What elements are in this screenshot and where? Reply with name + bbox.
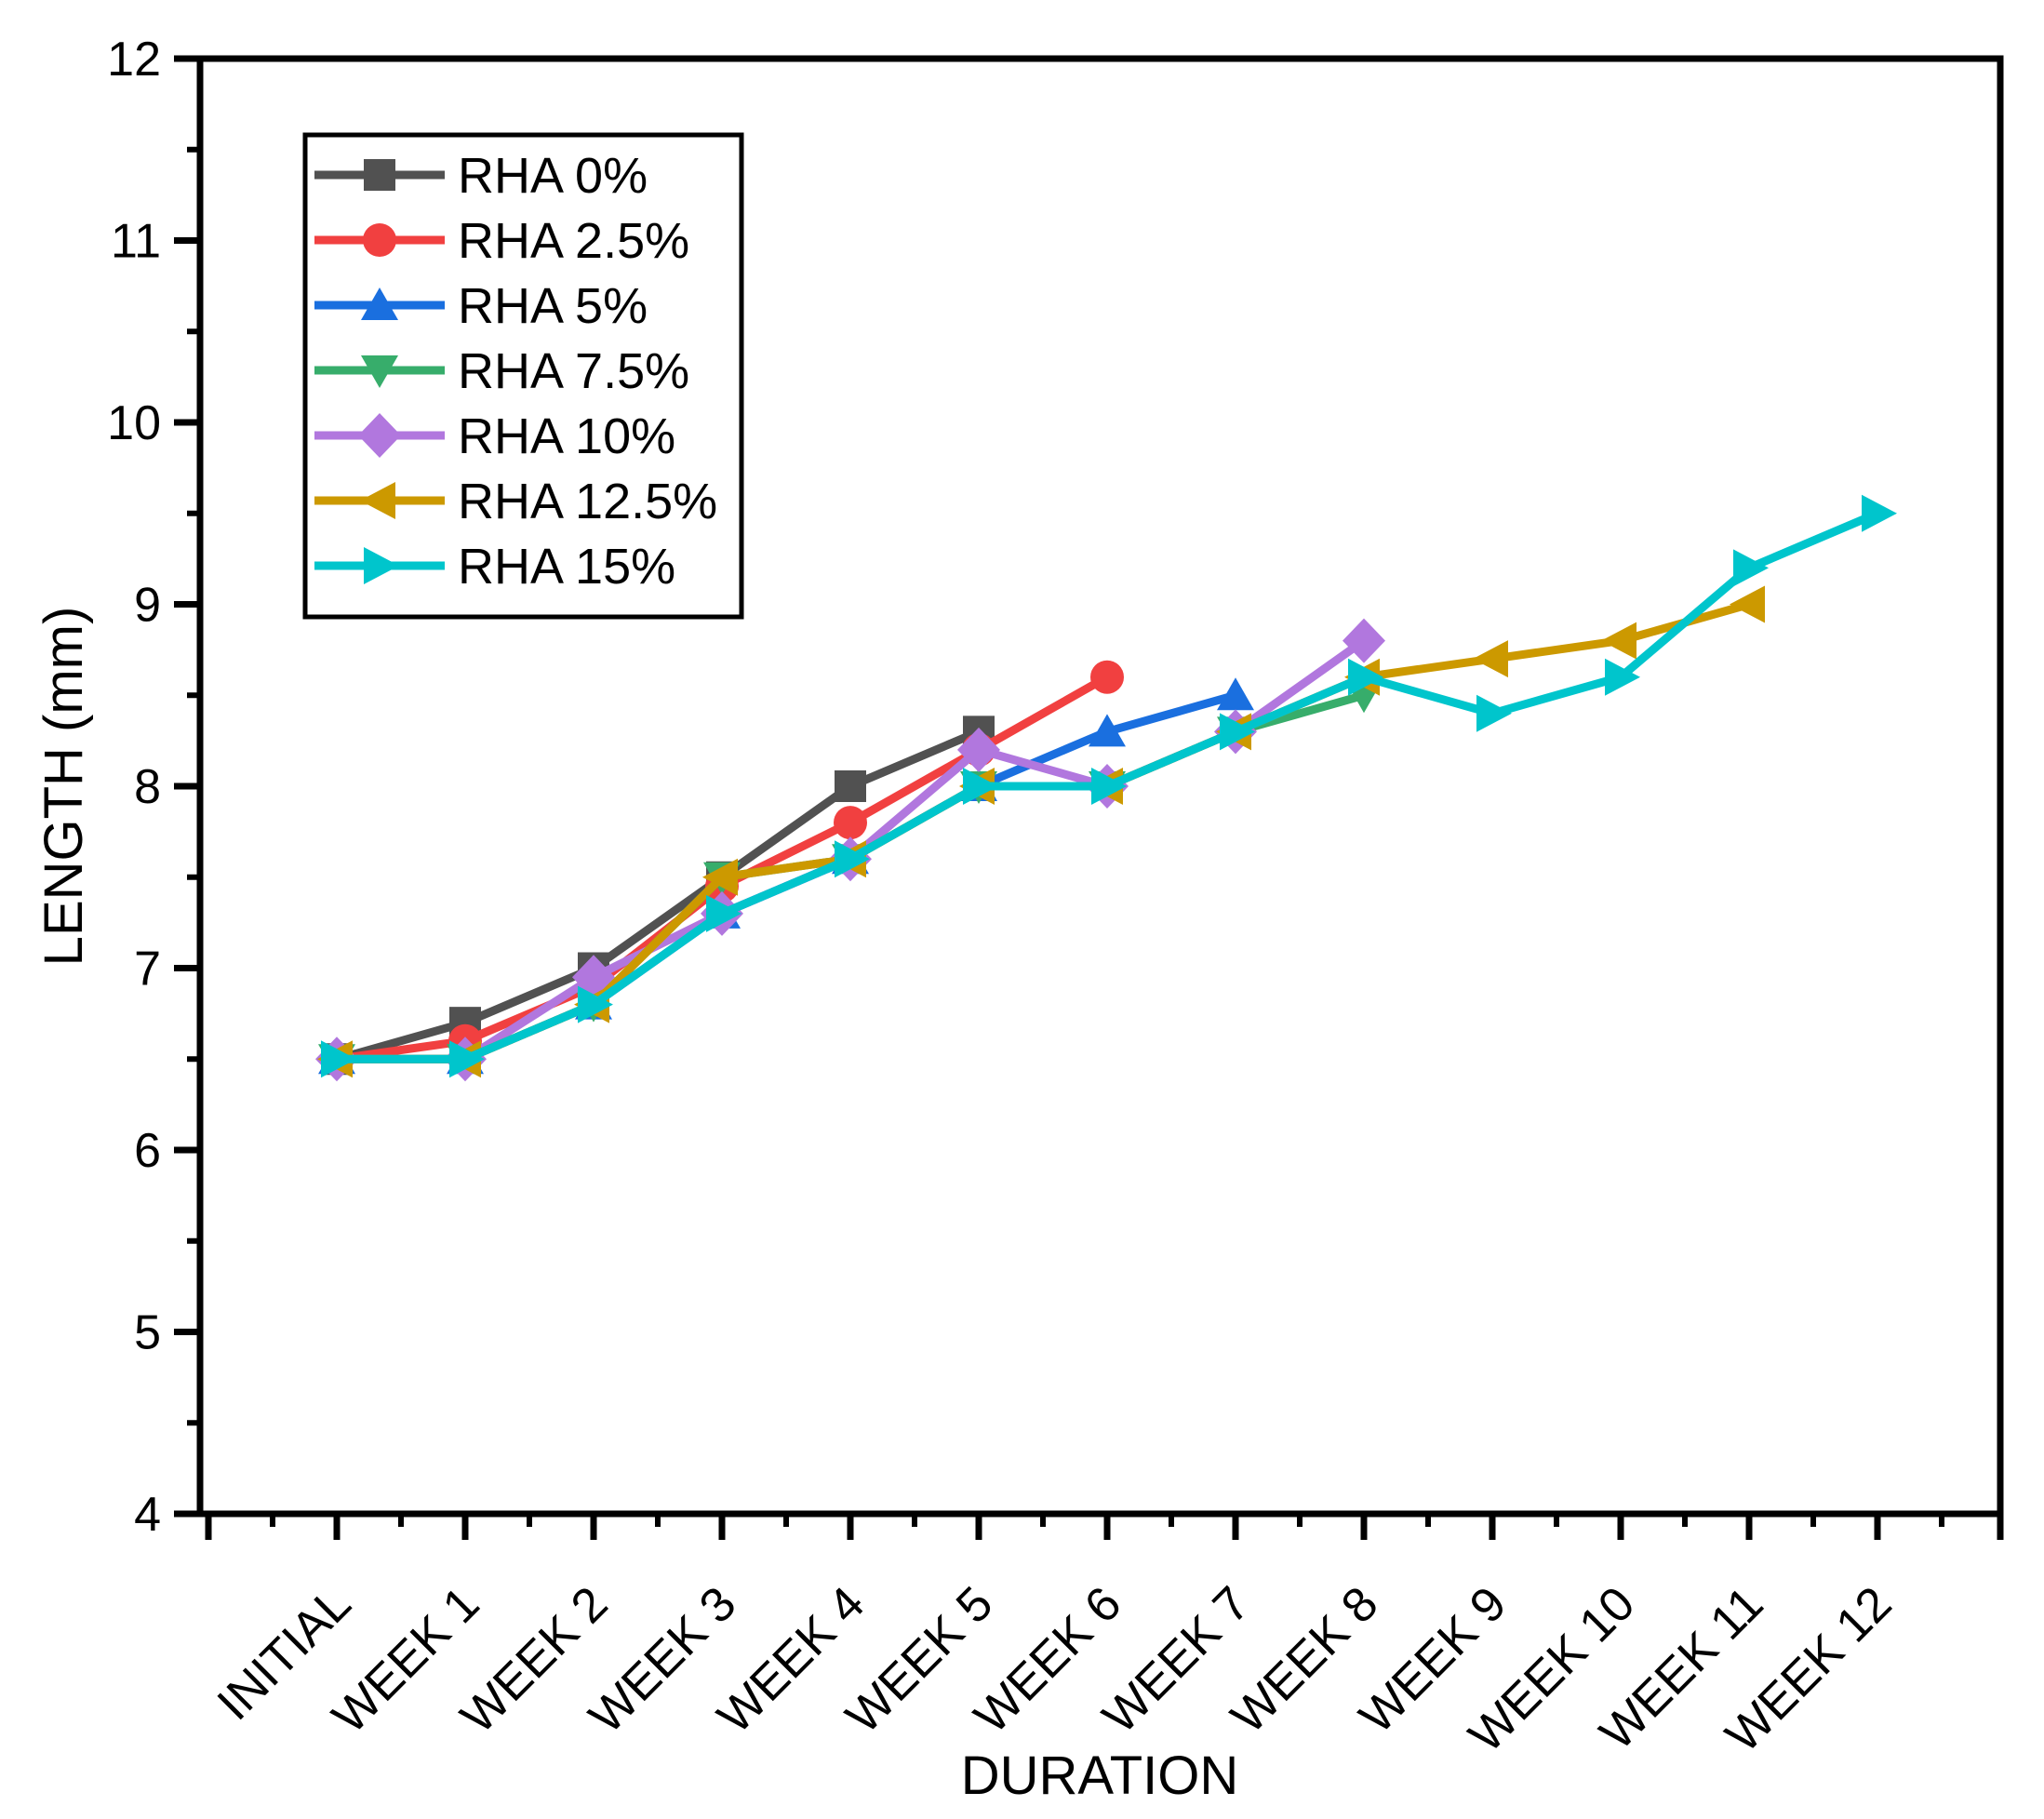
data-point-marker <box>1605 658 1640 696</box>
data-point-marker <box>1091 768 1127 805</box>
data-point-marker <box>957 727 1000 772</box>
legend-label: RHA 10% <box>458 408 675 464</box>
axis-ticks <box>174 55 2004 1540</box>
legend-marker-square-icon <box>364 159 395 191</box>
data-series <box>315 494 1897 1082</box>
y-axis-title: LENGTH (mm) <box>33 607 94 967</box>
data-point-marker <box>1220 713 1255 751</box>
y-tick-label: 12 <box>107 33 161 87</box>
legend-entry: RHA 0% <box>314 148 648 204</box>
data-point-marker <box>1473 640 1508 678</box>
data-point-marker <box>835 770 866 802</box>
legend-marker-triangle-right-icon <box>364 547 399 584</box>
series-line <box>337 690 1237 1063</box>
legend-label: RHA 2.5% <box>458 213 689 269</box>
data-point-marker <box>449 1040 485 1078</box>
legend-label: RHA 0% <box>458 148 648 204</box>
y-tick-label: 5 <box>134 1306 161 1360</box>
legend-marker-diamond-icon <box>358 413 401 458</box>
x-axis-title: DURATION <box>961 1745 1239 1806</box>
data-point-marker <box>1476 694 1512 732</box>
series-rha-15- <box>321 494 1897 1078</box>
data-point-marker <box>1862 494 1897 532</box>
legend-marker-triangle-left-icon <box>360 482 395 519</box>
legend-marker-triangle-down-icon <box>361 355 398 388</box>
y-tick-label: 7 <box>134 943 161 996</box>
data-point-marker <box>1090 660 1124 694</box>
data-point-marker <box>578 985 613 1023</box>
legend-entry: RHA 2.5% <box>314 213 689 269</box>
data-point-marker <box>835 840 870 878</box>
legend-label: RHA 12.5% <box>458 474 717 529</box>
legend-entry: RHA 12.5% <box>314 474 717 529</box>
series-line <box>335 728 981 1063</box>
data-point-marker <box>1733 549 1769 587</box>
series-rha-12.5- <box>317 585 1765 1078</box>
data-point-marker <box>834 806 867 840</box>
legend-marker-triangle-up-icon <box>361 288 398 320</box>
legend-label: RHA 15% <box>458 539 675 595</box>
legend-entry: RHA 7.5% <box>314 343 689 399</box>
data-point-marker <box>963 768 998 805</box>
y-tick-label: 11 <box>111 215 161 269</box>
legend-entry: RHA 15% <box>314 539 675 595</box>
data-point-marker <box>1601 622 1637 660</box>
legend-label: RHA 7.5% <box>458 343 689 399</box>
data-point-marker <box>321 1040 356 1078</box>
y-tick-label: 6 <box>134 1124 161 1178</box>
y-tick-label: 8 <box>134 760 161 814</box>
data-point-marker <box>1089 714 1126 747</box>
legend: RHA 0% RHA 2.5% RHA 5% RHA 7.5% RHA 10% RHA 1… <box>302 132 744 620</box>
data-point-marker <box>702 858 738 896</box>
data-point-marker <box>1730 585 1765 623</box>
legend-label: RHA 5% <box>458 278 648 334</box>
legend-entry: RHA 10% <box>314 408 675 464</box>
data-point-marker <box>1217 677 1254 711</box>
data-point-marker <box>1343 618 1385 663</box>
data-point-marker <box>706 894 741 932</box>
legend-entry: RHA 5% <box>314 278 648 334</box>
series-rha-0- <box>321 716 995 1076</box>
legend-marker-circle-icon <box>363 223 396 257</box>
y-tick-label: 9 <box>134 579 161 633</box>
data-point-marker <box>1348 658 1383 696</box>
y-tick-label: 10 <box>107 396 161 450</box>
y-tick-label: 4 <box>134 1488 161 1542</box>
